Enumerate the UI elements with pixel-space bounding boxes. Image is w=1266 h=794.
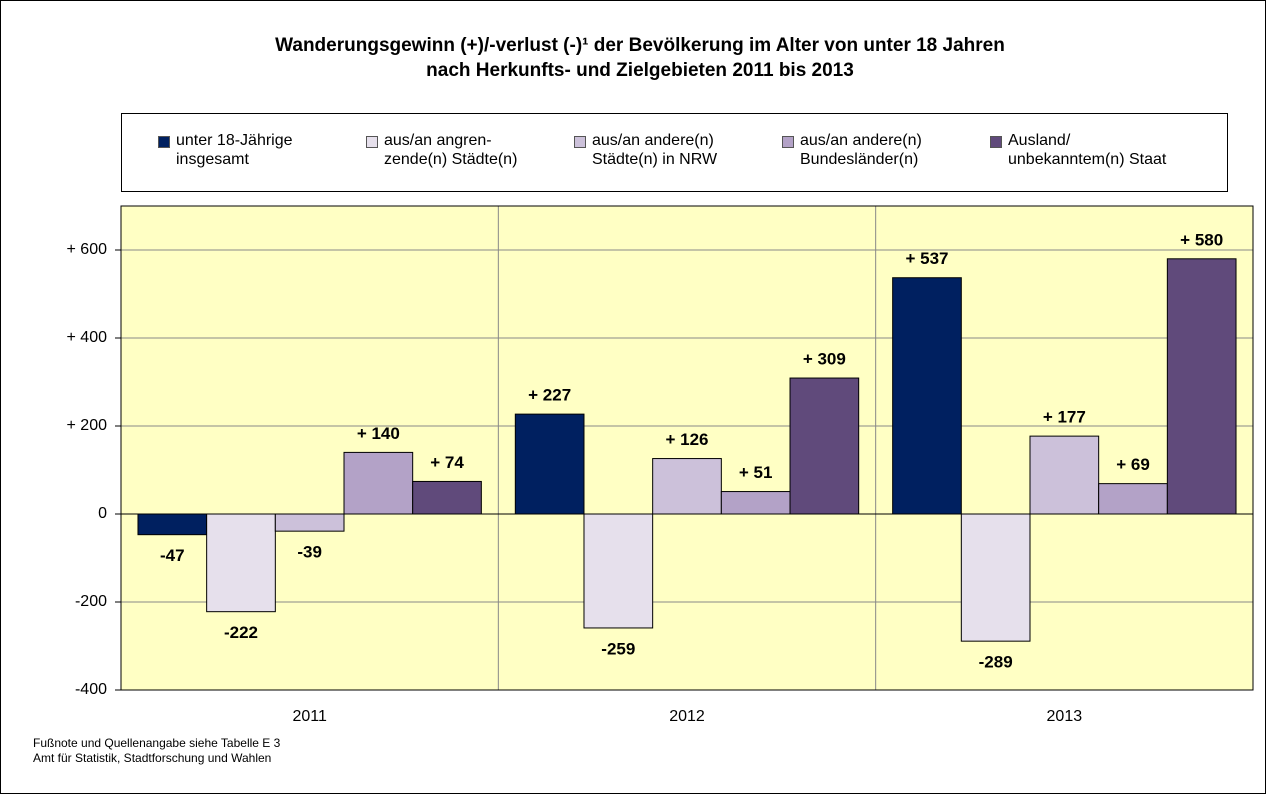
bar bbox=[1098, 483, 1168, 515]
legend-label: aus/an angren- zende(n) Städte(n) bbox=[384, 132, 518, 168]
data-label: -47 bbox=[160, 546, 185, 565]
legend-label: unter 18-Jährige insgesamt bbox=[176, 132, 293, 168]
data-label: -259 bbox=[601, 639, 635, 658]
bar bbox=[412, 480, 482, 515]
data-label: + 537 bbox=[905, 249, 948, 268]
y-tick-label: + 400 bbox=[67, 329, 108, 346]
y-tick-label: + 600 bbox=[67, 241, 108, 258]
bar bbox=[206, 513, 276, 613]
data-label: + 140 bbox=[357, 424, 400, 443]
data-label: -39 bbox=[297, 543, 322, 562]
legend-label: Ausland/ unbekanntem(n) Staat bbox=[1008, 132, 1167, 168]
legend-swatch bbox=[990, 136, 1002, 148]
data-label: + 69 bbox=[1116, 455, 1150, 474]
y-tick-label: 0 bbox=[98, 505, 107, 522]
y-tick-label: -400 bbox=[75, 681, 107, 698]
bar bbox=[343, 451, 414, 515]
bar bbox=[720, 491, 791, 515]
chart-title: Wanderungsgewinn (+)/-verlust (-)¹ der B… bbox=[275, 35, 1005, 56]
footnote: Amt für Statistik, Stadtforschung und Wa… bbox=[33, 751, 271, 765]
y-tick-label: -200 bbox=[75, 593, 107, 610]
bar bbox=[652, 458, 722, 515]
legend-label: aus/an andere(n) Städte(n) in NRW bbox=[592, 132, 718, 168]
x-tick-label: 2013 bbox=[1047, 708, 1083, 725]
legend-swatch bbox=[574, 136, 586, 148]
plot-border bbox=[120, 205, 1254, 691]
chart-title: nach Herkunfts- und Zielgebieten 2011 bi… bbox=[426, 60, 854, 81]
data-label: + 177 bbox=[1043, 408, 1086, 427]
bar bbox=[1029, 435, 1100, 515]
data-label: + 126 bbox=[665, 430, 708, 449]
bar bbox=[274, 513, 345, 532]
data-label: -222 bbox=[224, 623, 258, 642]
data-label: + 227 bbox=[528, 386, 571, 405]
x-tick-label: 2011 bbox=[292, 708, 327, 725]
y-tick-label: + 200 bbox=[67, 417, 108, 434]
legend-label: aus/an andere(n) Bundesländer(n) bbox=[800, 132, 922, 168]
legend-swatch bbox=[366, 136, 378, 148]
legend-box bbox=[121, 113, 1228, 192]
bar bbox=[960, 513, 1031, 642]
bar bbox=[789, 377, 860, 515]
x-tick-label: 2012 bbox=[669, 708, 705, 725]
data-label: + 309 bbox=[803, 350, 846, 369]
bar bbox=[1166, 258, 1237, 515]
data-label: + 580 bbox=[1180, 230, 1223, 249]
legend-swatch bbox=[158, 136, 170, 148]
bar bbox=[892, 277, 962, 515]
data-label: + 51 bbox=[739, 463, 773, 482]
data-label: -289 bbox=[979, 653, 1013, 672]
bar bbox=[137, 513, 208, 536]
legend-swatch bbox=[782, 136, 794, 148]
data-label: + 74 bbox=[430, 453, 464, 472]
bar bbox=[583, 513, 654, 629]
bar bbox=[514, 413, 585, 515]
footnote: Fußnote und Quellenangabe siehe Tabelle … bbox=[33, 736, 281, 750]
